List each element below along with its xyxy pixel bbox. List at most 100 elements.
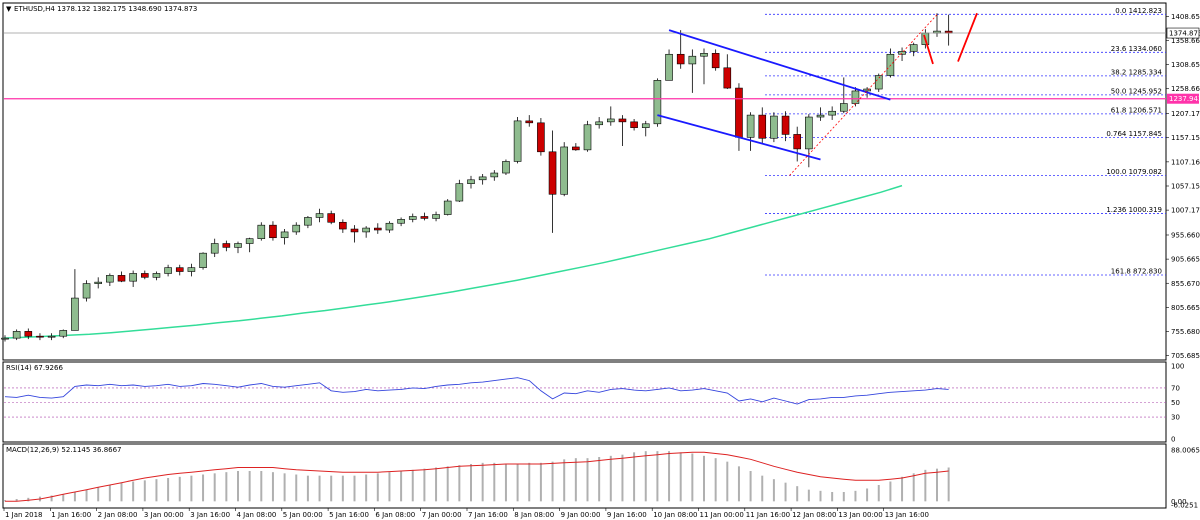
price-label: 855.670 <box>1171 280 1200 288</box>
candle-body <box>863 88 871 92</box>
candle-body <box>548 151 557 195</box>
candle-body <box>36 335 44 338</box>
candle-body <box>793 134 802 150</box>
fib-label: 100.0 1079.082 <box>1106 168 1162 176</box>
candle-body <box>688 55 697 65</box>
candle-body <box>572 146 580 151</box>
macd-pane[interactable] <box>2 443 1167 509</box>
time-label: 1 Jan 16:00 <box>51 511 91 519</box>
candle-body <box>175 267 184 272</box>
price-label: 1157.155 <box>1171 134 1200 142</box>
candle-body <box>455 183 464 202</box>
time-label: 7 Jan 16:00 <box>468 511 508 519</box>
moving-average <box>3 184 903 339</box>
current-price-label: 1374.873 <box>1169 30 1200 38</box>
macd-signal-line <box>5 451 949 502</box>
candle-body <box>164 267 172 274</box>
symbol-header: ETHUSD,H4 1378.132 1382.175 1348.690 137… <box>14 5 197 13</box>
fib-label: 0.764 1157.845 <box>1106 130 1162 138</box>
candle-body <box>94 281 102 284</box>
candle-body <box>47 335 56 338</box>
rsi-axis-label: 0 <box>1171 436 1175 444</box>
price-label: 805.665 <box>1171 304 1200 312</box>
overlays <box>4 12 1166 176</box>
candle-body <box>909 44 918 52</box>
time-label: 13 Jan 00:00 <box>838 511 882 519</box>
main-pane[interactable] <box>2 2 1167 361</box>
candle-body <box>129 273 137 282</box>
candle-body <box>443 200 452 215</box>
rsi-pane[interactable] <box>2 361 1167 443</box>
candle-body <box>665 53 673 81</box>
candle-body <box>653 80 662 125</box>
candle-body <box>362 227 370 233</box>
candle-body <box>641 123 650 128</box>
candle-body <box>350 228 359 233</box>
time-label: 6 Jan 08:00 <box>375 511 415 519</box>
candle-body <box>770 115 778 139</box>
price-label: 1308.655 <box>1171 61 1200 69</box>
candle-body <box>339 221 347 230</box>
rsi-axis-label: 70 <box>1171 384 1180 392</box>
candle-body <box>385 222 394 231</box>
candle-body <box>257 224 266 239</box>
candle-body <box>758 114 767 139</box>
rsi-header: RSI(14) 67.9266 <box>6 364 63 372</box>
dropdown-icon[interactable]: ▼ <box>6 5 12 13</box>
line-price-box <box>1167 93 1199 104</box>
candle-body <box>327 213 336 223</box>
candle-body <box>234 243 242 248</box>
candle-body <box>839 103 848 112</box>
ma-line <box>3 184 903 339</box>
time-label: 11 Jan 16:00 <box>746 511 790 519</box>
price-label: 1207.170 <box>1171 110 1200 118</box>
candle-body <box>432 214 440 219</box>
candle-body <box>373 227 382 231</box>
candle-body <box>898 51 906 55</box>
candle-body <box>537 122 545 153</box>
candle-body <box>1 337 9 340</box>
candle-body <box>525 120 534 124</box>
price-label: 1358.660 <box>1171 37 1200 45</box>
candle-body <box>106 275 114 283</box>
candle-body <box>292 224 301 233</box>
candle-body <box>82 283 91 299</box>
time-label: 11 Jan 00:00 <box>700 511 744 519</box>
macd-indicator <box>4 451 950 502</box>
candle-body <box>304 217 312 226</box>
candle-body <box>886 53 895 76</box>
candle-body <box>12 331 21 339</box>
candle-body <box>210 243 219 254</box>
time-label: 2 Jan 08:00 <box>98 511 138 519</box>
price-label: 1107.160 <box>1171 158 1200 166</box>
rsi-line <box>4 377 949 405</box>
price-label: 705.685 <box>1171 352 1200 360</box>
candle-body <box>24 331 33 337</box>
rsi-indicator <box>4 377 1166 418</box>
candle-body <box>420 216 429 219</box>
price-label: 755.680 <box>1171 328 1200 336</box>
fib-label: 0.0 1412.823 <box>1115 7 1162 15</box>
fib-label: 23.6 1334.060 <box>1111 45 1162 53</box>
time-label: 9 Jan 00:00 <box>561 511 601 519</box>
channel-upper-line <box>668 29 891 101</box>
candle-body <box>851 90 860 104</box>
fib-label: 161.8 872.830 <box>1111 267 1162 275</box>
candle-body <box>502 161 510 174</box>
price-label: 1057.155 <box>1171 182 1200 190</box>
candle-body <box>746 114 755 138</box>
candle-body <box>735 87 743 138</box>
axes: 1408.655 1358.660 1308.655 1258.660 1207.170… <box>3 13 1200 519</box>
candle-body <box>560 146 569 195</box>
candle-body <box>408 216 417 220</box>
time-label: 5 Jan 00:00 <box>283 511 323 519</box>
time-label: 7 Jan 00:00 <box>422 511 462 519</box>
fibonacci-levels: 0.0 1412.823 23.6 1334.060 38.2 1285.334 50… <box>765 7 1166 275</box>
candle-body <box>723 67 732 89</box>
time-label: 10 Jan 08:00 <box>653 511 697 519</box>
candle-body <box>805 116 813 150</box>
channel-lower-line <box>657 114 821 161</box>
fib-label: 38.2 1285.334 <box>1111 68 1163 76</box>
candle-body <box>59 330 68 337</box>
